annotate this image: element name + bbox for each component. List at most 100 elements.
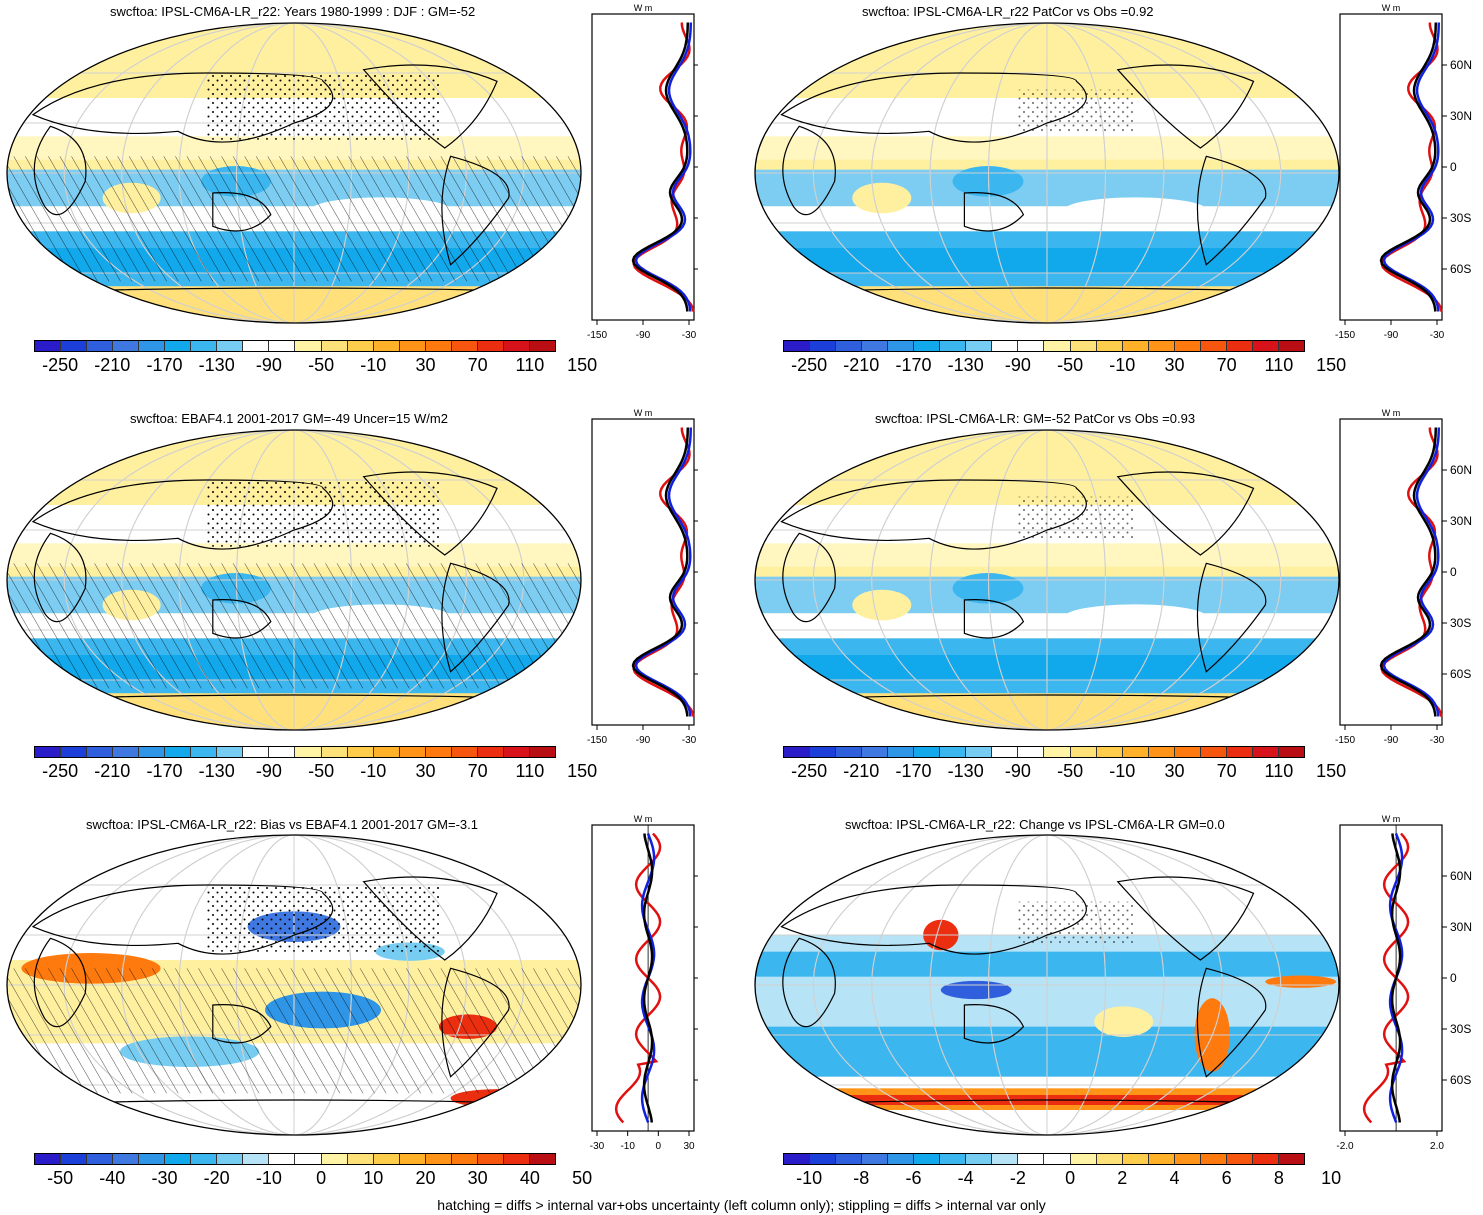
- colorbar-swatch: [477, 747, 504, 757]
- colorbar-swatch: [1252, 1154, 1279, 1164]
- colorbar-tick-label: -50: [1057, 761, 1084, 781]
- colorbar-swatch: [1174, 747, 1201, 757]
- map-6: [754, 834, 1340, 1136]
- colorbar-swatch: [373, 1154, 400, 1164]
- colorbar-swatch: [35, 1154, 62, 1164]
- footer-note: hatching = diffs > internal var+obs unce…: [437, 1197, 1046, 1213]
- colorbar-tick-label: -130: [947, 355, 984, 375]
- colorbar-tick-label: 4: [1169, 1168, 1180, 1188]
- colorbar-tick-label: 2: [1117, 1168, 1128, 1188]
- colorbar-swatch: [1096, 1154, 1123, 1164]
- profile-4: W m 60N 30N 0 30S 60S -150 -90 -30: [1335, 408, 1472, 746]
- colorbar-tick-label: 10: [1321, 1168, 1342, 1188]
- colorbar-swatch: [113, 1154, 140, 1164]
- colorbar-swatch: [1044, 341, 1071, 351]
- colorbar-labels-3: -250 -210 -170 -130 -90 -50 -10 30 70 110 150: [34, 761, 597, 783]
- profile-x-tick: -150: [587, 330, 607, 341]
- colorbar-tick-label: -170: [146, 761, 183, 781]
- profile-lat-tick: 0: [1450, 160, 1457, 174]
- colorbar-swatch: [295, 341, 322, 351]
- colorbar-swatch: [529, 747, 555, 757]
- colorbar-labels-6: -10 -8 -6 -4 -2 0 2 4 6 8 10: [783, 1168, 1341, 1190]
- colorbar-swatch: [784, 341, 811, 351]
- colorbar-swatch: [451, 341, 478, 351]
- colorbar-swatch: [1174, 1154, 1201, 1164]
- profile-lat-tick: 60S: [1450, 1073, 1471, 1087]
- colorbar-tick-label: -250: [791, 761, 828, 781]
- colorbar-tick-label: -50: [1057, 355, 1084, 375]
- colorbar-swatch: [1018, 341, 1045, 351]
- profile-lat-tick: 30N: [1450, 920, 1472, 934]
- colorbar-swatch: [243, 747, 270, 757]
- colorbar-tick-label: -50: [47, 1168, 74, 1188]
- profile-lat-tick: 30S: [1450, 616, 1471, 630]
- profile-unit-label: W m: [1382, 814, 1401, 824]
- colorbar-swatch: [810, 1154, 837, 1164]
- colorbar-tick-label: 70: [467, 355, 488, 375]
- colorbar-swatch: [1096, 747, 1123, 757]
- colorbar-swatch: [451, 747, 478, 757]
- colorbar-swatch: [503, 341, 530, 351]
- colorbar-swatch: [992, 747, 1019, 757]
- colorbar-swatch: [165, 747, 192, 757]
- colorbar-swatch: [191, 1154, 218, 1164]
- colorbar-swatch: [1044, 1154, 1071, 1164]
- colorbar-swatch: [477, 341, 504, 351]
- profile-x-tick: -30: [590, 1141, 605, 1152]
- profile-x-tick: -150: [1335, 735, 1355, 746]
- colorbar-swatch: [61, 341, 88, 351]
- profile-lat-tick: 0: [1450, 565, 1457, 579]
- colorbar-2: [783, 340, 1305, 352]
- colorbar-swatch: [1278, 747, 1304, 757]
- profile-2: W m 60N 30N 0 30S 60S -150 -90 -30: [1335, 3, 1472, 341]
- colorbar-swatch: [61, 747, 88, 757]
- colorbar-tick-label: -130: [198, 355, 235, 375]
- colorbar-6: [783, 1153, 1305, 1165]
- colorbar-swatch: [888, 341, 915, 351]
- colorbar-tick-label: -50: [308, 761, 335, 781]
- colorbar-swatch: [347, 1154, 374, 1164]
- colorbar-swatch: [966, 341, 993, 351]
- colorbar-swatch: [1148, 747, 1175, 757]
- colorbar-tick-label: -170: [895, 761, 932, 781]
- colorbar-tick-label: 30: [415, 355, 436, 375]
- mean-profile-line: [631, 427, 690, 717]
- colorbar-swatch: [113, 341, 140, 351]
- map-5: [6, 834, 582, 1136]
- colorbar-tick-label: -6: [905, 1168, 922, 1188]
- colorbar-swatch: [425, 341, 452, 351]
- profile-lat-tick: 60N: [1450, 58, 1472, 72]
- colorbar-swatch: [269, 747, 296, 757]
- colorbar-swatch: [217, 341, 244, 351]
- colorbar-tick-label: -90: [1004, 761, 1031, 781]
- colorbar-swatch: [321, 747, 348, 757]
- colorbar-swatch: [992, 1154, 1019, 1164]
- colorbar-swatch: [862, 1154, 889, 1164]
- colorbar-swatch: [1226, 341, 1253, 351]
- colorbar-swatch: [399, 747, 426, 757]
- model-profile-line: [614, 832, 662, 1124]
- colorbar-swatch: [295, 1154, 322, 1164]
- obs-profile-line: [634, 427, 693, 717]
- colorbar-swatch: [191, 341, 218, 351]
- colorbar-tick-label: 30: [467, 1168, 488, 1188]
- colorbar-swatch: [940, 1154, 967, 1164]
- colorbar-tick-label: -90: [1004, 355, 1031, 375]
- panel-title-6: swcftoa: IPSL-CM6A-LR_r22: Change vs IPS…: [845, 817, 1225, 832]
- colorbar-tick-label: -2: [1009, 1168, 1026, 1188]
- colorbar-tick-label: -10: [1109, 761, 1136, 781]
- colorbar-swatch: [217, 1154, 244, 1164]
- colorbar-swatch: [399, 341, 426, 351]
- profile-lat-tick: 30N: [1450, 514, 1472, 528]
- profile-unit-label: W m: [1382, 3, 1401, 13]
- profile-lat-tick: 30S: [1450, 1022, 1471, 1036]
- colorbar-swatch: [1252, 747, 1279, 757]
- colorbar-swatch: [940, 341, 967, 351]
- obs-profile-line: [634, 22, 693, 312]
- colorbar-swatch: [529, 341, 555, 351]
- profile-x-tick: -30: [1430, 330, 1445, 341]
- colorbar-swatch: [914, 747, 941, 757]
